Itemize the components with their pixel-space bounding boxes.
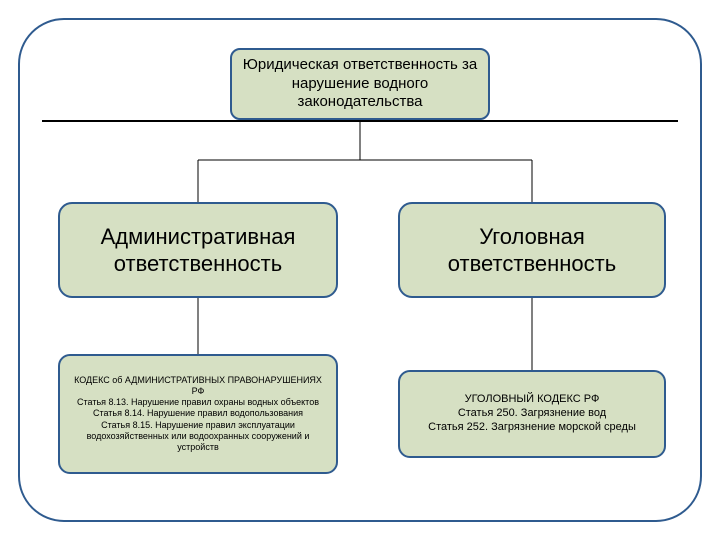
connector-h-stem: [42, 120, 678, 122]
admin-detail-text: КОДЕКС об АДМИНИСТРАТИВНЫХ ПРАВОНАРУШЕНИ…: [74, 375, 322, 454]
admin-detail-node: КОДЕКС об АДМИНИСТРАТИВНЫХ ПРАВОНАРУШЕНИ…: [58, 354, 338, 474]
crim-node: Уголовная ответственность: [398, 202, 666, 298]
admin-node: Административная ответственность: [58, 202, 338, 298]
crim-detail-node: УГОЛОВНЫЙ КОДЕКС РФ Статья 250. Загрязне…: [398, 370, 666, 458]
crim-detail-text: УГОЛОВНЫЙ КОДЕКС РФ Статья 250. Загрязне…: [428, 393, 636, 434]
admin-node-text: Административная ответственность: [70, 223, 326, 278]
crim-node-text: Уголовная ответственность: [410, 223, 654, 278]
root-node-text: Юридическая ответственность за нарушение…: [242, 56, 478, 112]
root-node: Юридическая ответственность за нарушение…: [230, 48, 490, 120]
